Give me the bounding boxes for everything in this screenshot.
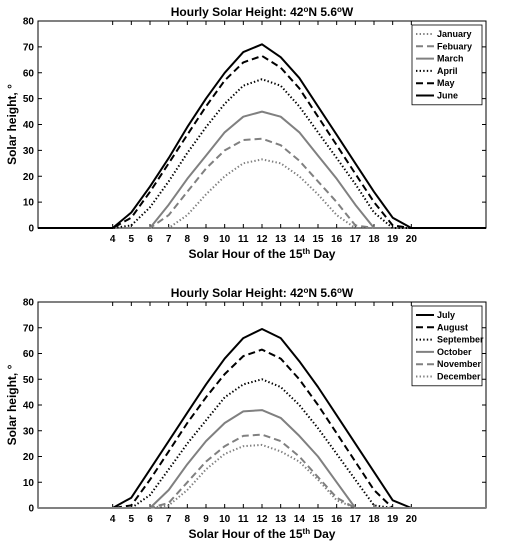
- x-tick-label: 15: [312, 514, 324, 525]
- x-tick-label: 20: [406, 514, 418, 525]
- x-tick-label: 8: [185, 514, 191, 525]
- x-tick-label: 6: [147, 234, 153, 245]
- legend-entry: October: [437, 347, 472, 357]
- x-tick-label: 9: [203, 514, 209, 525]
- x-tick-label: 5: [129, 234, 135, 245]
- x-tick-label: 14: [294, 234, 306, 245]
- legend-entry: January: [437, 29, 472, 39]
- y-axis-label: Solar height, °: [5, 364, 19, 445]
- x-tick-label: 17: [350, 234, 362, 245]
- x-tick-label: 19: [387, 514, 399, 525]
- x-tick-label: 11: [238, 234, 249, 245]
- legend-entry: May: [437, 78, 455, 88]
- y-tick-label: 20: [23, 452, 35, 463]
- y-tick-label: 0: [28, 224, 34, 235]
- x-tick-label: 7: [166, 234, 172, 245]
- x-tick-label: 13: [275, 514, 287, 525]
- x-tick-label: 7: [166, 514, 172, 525]
- chart-2: Hourly Solar Height: 42oN 5.6oW 0 10 20 30 40…: [5, 286, 487, 542]
- chart-title: Hourly Solar Height: 42oN 5.6oW: [171, 5, 354, 20]
- x-tick-label: 14: [294, 514, 306, 525]
- x-tick-label: 13: [275, 234, 287, 245]
- x-tick-label: 4: [110, 514, 116, 525]
- series-line-september: [38, 378, 486, 509]
- x-tick-label: 16: [331, 514, 343, 525]
- chart-title: Hourly Solar Height: 42oN 5.6oW: [171, 286, 354, 301]
- x-tick-label: 15: [312, 234, 324, 245]
- y-tick-label: 70: [23, 42, 35, 53]
- legend-entry: November: [437, 359, 482, 369]
- x-tick-label: 8: [185, 234, 191, 245]
- y-tick-label: 40: [23, 401, 35, 412]
- x-tick-label: 11: [238, 514, 249, 525]
- x-tick-label: 4: [110, 234, 116, 245]
- x-tick-label: 19: [387, 234, 399, 245]
- y-tick-label: 80: [23, 17, 35, 28]
- legend-entry: August: [437, 322, 468, 332]
- legend-entry: September: [437, 335, 484, 345]
- y-tick-label: 50: [23, 375, 35, 386]
- y-tick-label: 30: [23, 146, 35, 157]
- y-tick-label: 30: [23, 426, 35, 437]
- y-tick-label: 60: [23, 349, 35, 360]
- x-axis-label: Solar Hour of the 15th Day: [189, 527, 336, 542]
- y-tick-label: 0: [28, 504, 34, 515]
- legend-entry: Febuary: [437, 41, 472, 51]
- series-line-june: [38, 43, 486, 229]
- series-line-march: [38, 110, 486, 229]
- y-tick-label: 50: [23, 94, 35, 105]
- series-line-april: [38, 78, 486, 229]
- x-tick-label: 6: [147, 514, 153, 525]
- x-tick-label: 10: [219, 234, 231, 245]
- legend-entry: April: [437, 66, 458, 76]
- series-line-febuary: [38, 137, 486, 229]
- x-tick-label: 20: [406, 234, 418, 245]
- x-tick-label: 12: [256, 234, 268, 245]
- legend-box: [411, 24, 483, 106]
- y-tick-label: 70: [23, 323, 35, 334]
- legend-entry: June: [437, 91, 458, 101]
- series-line-january: [38, 158, 486, 229]
- legend-entry: December: [437, 372, 481, 382]
- x-tick-label: 10: [219, 514, 231, 525]
- x-tick-label: 12: [256, 514, 268, 525]
- legend-box: [411, 305, 483, 387]
- y-tick-label: 40: [23, 120, 35, 131]
- x-tick-label: 18: [368, 234, 380, 245]
- legend-entry: March: [437, 54, 464, 64]
- x-tick-label: 18: [368, 514, 380, 525]
- x-tick-label: 9: [203, 234, 209, 245]
- series-line-december: [38, 443, 486, 509]
- y-tick-label: 10: [23, 198, 35, 209]
- y-tick-label: 10: [23, 478, 35, 489]
- x-tick-label: 16: [331, 234, 343, 245]
- legend-entry: July: [437, 310, 455, 320]
- y-tick-label: 60: [23, 68, 35, 79]
- chart-1: Hourly Solar Height: 42oN 5.6oW 0 10 20 30 40…: [5, 5, 487, 262]
- y-axis-label: Solar height, °: [5, 84, 19, 165]
- legend: July August September October November Decemb…: [411, 305, 484, 387]
- legend: January Febuary March April May June: [411, 24, 483, 106]
- series-line-october: [38, 409, 486, 509]
- x-tick-label: 5: [129, 514, 135, 525]
- y-tick-label: 80: [23, 298, 35, 309]
- series-line-august: [38, 348, 486, 509]
- x-tick-label: 17: [350, 514, 362, 525]
- y-tick-label: 20: [23, 172, 35, 183]
- x-axis-label: Solar Hour of the 15th Day: [189, 247, 336, 262]
